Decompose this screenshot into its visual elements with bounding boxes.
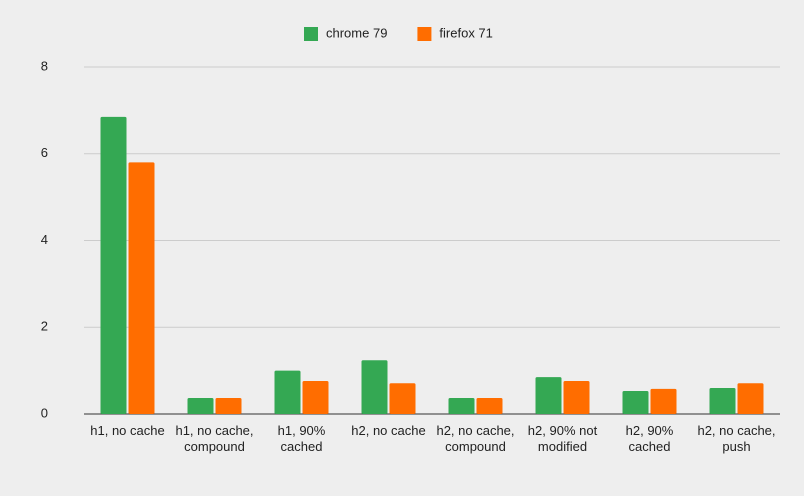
- bar: [535, 377, 562, 414]
- x-tick-label: h1, no cache, compound: [175, 423, 254, 454]
- x-tick-label: h1, 90% cached: [277, 423, 326, 454]
- x-tick-label: h2, no cache, compound: [436, 423, 515, 454]
- x-tick-label: h2, no cache: [351, 423, 426, 438]
- bar: [650, 388, 677, 414]
- x-tick-label: h2, no cache, push: [697, 423, 776, 454]
- legend-swatch: [417, 27, 432, 41]
- bar: [709, 387, 736, 414]
- bar: [361, 360, 388, 414]
- legend-label: firefox 71: [439, 25, 492, 40]
- bar: [448, 397, 475, 414]
- legend-swatch: [304, 27, 318, 41]
- bar: [737, 383, 764, 414]
- bar: [563, 381, 590, 414]
- x-tick-label: h1, no cache: [90, 423, 165, 438]
- x-tick-label: h2, 90% cached: [625, 423, 674, 454]
- x-tick-label: h2, 90% not modified: [527, 423, 598, 454]
- bar: [215, 397, 242, 414]
- y-tick-label: 0: [41, 405, 48, 420]
- y-tick-label: 4: [41, 232, 48, 247]
- y-tick-label: 2: [41, 319, 48, 334]
- y-tick-label: 8: [41, 58, 48, 73]
- y-tick-label: 6: [41, 145, 48, 160]
- bar: [302, 381, 329, 414]
- bar: [476, 397, 503, 414]
- bar: [100, 116, 127, 414]
- bar: [274, 370, 301, 414]
- legend-label: chrome 79: [326, 25, 387, 40]
- bar: [622, 391, 649, 414]
- bar: [187, 397, 214, 414]
- bar: [389, 383, 416, 414]
- bar: [128, 162, 155, 414]
